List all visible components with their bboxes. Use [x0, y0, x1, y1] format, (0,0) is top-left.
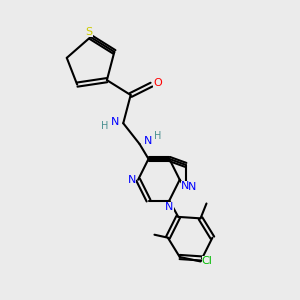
Text: H: H: [154, 131, 162, 141]
Text: S: S: [85, 27, 93, 37]
Text: N: N: [144, 136, 152, 146]
Text: Cl: Cl: [202, 256, 212, 266]
Text: H: H: [101, 121, 109, 131]
Text: O: O: [153, 78, 162, 88]
Text: N: N: [188, 182, 196, 192]
Text: N: N: [111, 117, 119, 127]
Text: N: N: [181, 181, 189, 191]
Text: N: N: [165, 202, 173, 212]
Text: N: N: [128, 175, 136, 185]
